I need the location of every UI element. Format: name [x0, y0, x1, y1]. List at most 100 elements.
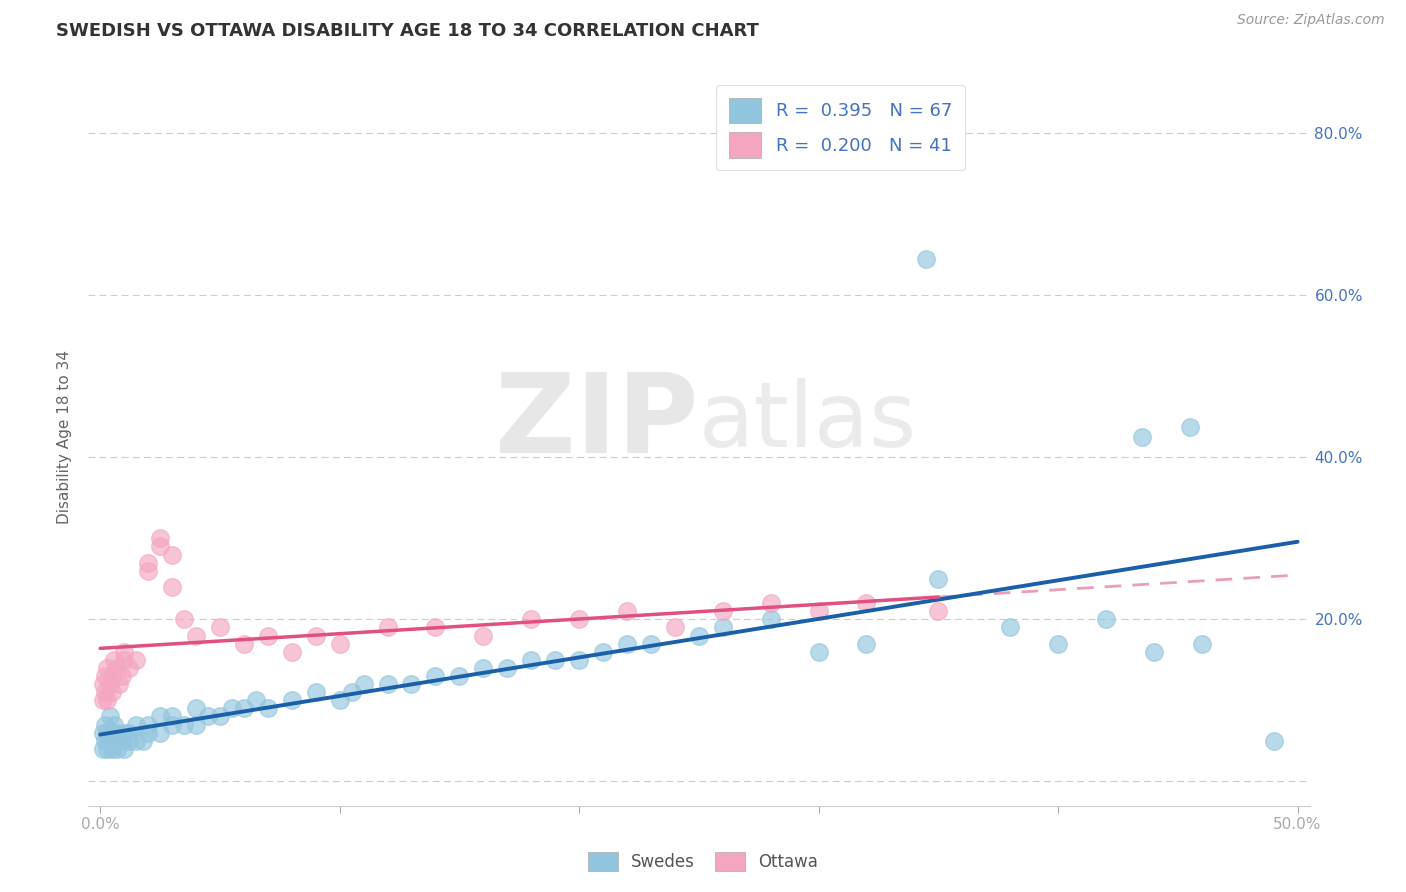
Swedes: [472, 661, 495, 675]
Swedes: [94, 717, 117, 731]
Swedes: [425, 669, 447, 683]
Ottawa: [855, 596, 877, 610]
Ottawa: [232, 637, 254, 651]
Swedes: [616, 637, 638, 651]
Swedes: [184, 701, 207, 715]
Ottawa: [208, 620, 231, 634]
Swedes: [449, 669, 471, 683]
Ottawa: [425, 620, 447, 634]
Ottawa: [112, 645, 135, 659]
Swedes: [688, 628, 710, 642]
Ottawa: [280, 645, 302, 659]
Ottawa: [108, 677, 131, 691]
Swedes: [807, 645, 830, 659]
Ottawa: [616, 604, 638, 618]
Ottawa: [136, 564, 159, 578]
Swedes: [112, 725, 135, 739]
Ottawa: [91, 677, 114, 691]
Swedes: [136, 717, 159, 731]
Swedes: [377, 677, 399, 691]
Swedes: [915, 252, 938, 266]
Ottawa: [807, 604, 830, 618]
Ottawa: [472, 628, 495, 642]
Swedes: [221, 701, 243, 715]
Swedes: [640, 637, 662, 651]
Ottawa: [377, 620, 399, 634]
Swedes: [1178, 419, 1201, 434]
Swedes: [101, 725, 124, 739]
Swedes: [91, 742, 114, 756]
Y-axis label: Disability Age 18 to 34: Disability Age 18 to 34: [58, 350, 72, 524]
Ottawa: [664, 620, 686, 634]
Swedes: [197, 709, 219, 723]
Ottawa: [759, 596, 782, 610]
Swedes: [112, 742, 135, 756]
Swedes: [520, 653, 543, 667]
Swedes: [353, 677, 375, 691]
Text: SWEDISH VS OTTAWA DISABILITY AGE 18 TO 34 CORRELATION CHART: SWEDISH VS OTTAWA DISABILITY AGE 18 TO 3…: [56, 22, 759, 40]
Ottawa: [103, 653, 125, 667]
Swedes: [103, 717, 125, 731]
Ottawa: [305, 628, 328, 642]
Text: ZIP: ZIP: [495, 368, 699, 475]
Ottawa: [94, 669, 117, 683]
Swedes: [1095, 612, 1118, 626]
Swedes: [305, 685, 328, 699]
Ottawa: [568, 612, 591, 626]
Ottawa: [96, 661, 118, 675]
Ottawa: [927, 604, 949, 618]
Swedes: [1263, 733, 1285, 747]
Swedes: [118, 725, 141, 739]
Ottawa: [96, 693, 118, 707]
Ottawa: [112, 653, 135, 667]
Swedes: [160, 709, 183, 723]
Swedes: [173, 717, 195, 731]
Swedes: [1143, 645, 1166, 659]
Ottawa: [329, 637, 352, 651]
Swedes: [592, 645, 614, 659]
Swedes: [125, 717, 148, 731]
Ottawa: [118, 661, 141, 675]
Swedes: [94, 733, 117, 747]
Ottawa: [111, 669, 134, 683]
Swedes: [1047, 637, 1070, 651]
Swedes: [105, 742, 128, 756]
Ottawa: [520, 612, 543, 626]
Ottawa: [94, 685, 117, 699]
Ottawa: [173, 612, 195, 626]
Ottawa: [711, 604, 734, 618]
Swedes: [103, 733, 125, 747]
Swedes: [208, 709, 231, 723]
Ottawa: [125, 653, 148, 667]
Text: atlas: atlas: [699, 378, 917, 467]
Swedes: [927, 572, 949, 586]
Swedes: [160, 717, 183, 731]
Ottawa: [149, 531, 172, 545]
Swedes: [118, 733, 141, 747]
Ottawa: [160, 580, 183, 594]
Swedes: [96, 725, 118, 739]
Swedes: [568, 653, 591, 667]
Swedes: [98, 733, 121, 747]
Swedes: [149, 725, 172, 739]
Legend: Swedes, Ottawa: Swedes, Ottawa: [579, 843, 827, 880]
Swedes: [1130, 430, 1153, 444]
Swedes: [101, 742, 124, 756]
Swedes: [496, 661, 519, 675]
Swedes: [280, 693, 302, 707]
Ottawa: [98, 677, 121, 691]
Swedes: [855, 637, 877, 651]
Ottawa: [184, 628, 207, 642]
Swedes: [759, 612, 782, 626]
Swedes: [1191, 637, 1213, 651]
Legend: R =  0.395   N = 67, R =  0.200   N = 41: R = 0.395 N = 67, R = 0.200 N = 41: [716, 85, 965, 170]
Ottawa: [101, 685, 124, 699]
Text: Source: ZipAtlas.com: Source: ZipAtlas.com: [1237, 13, 1385, 28]
Swedes: [340, 685, 363, 699]
Ottawa: [256, 628, 278, 642]
Ottawa: [136, 556, 159, 570]
Swedes: [184, 717, 207, 731]
Swedes: [711, 620, 734, 634]
Swedes: [245, 693, 267, 707]
Swedes: [136, 725, 159, 739]
